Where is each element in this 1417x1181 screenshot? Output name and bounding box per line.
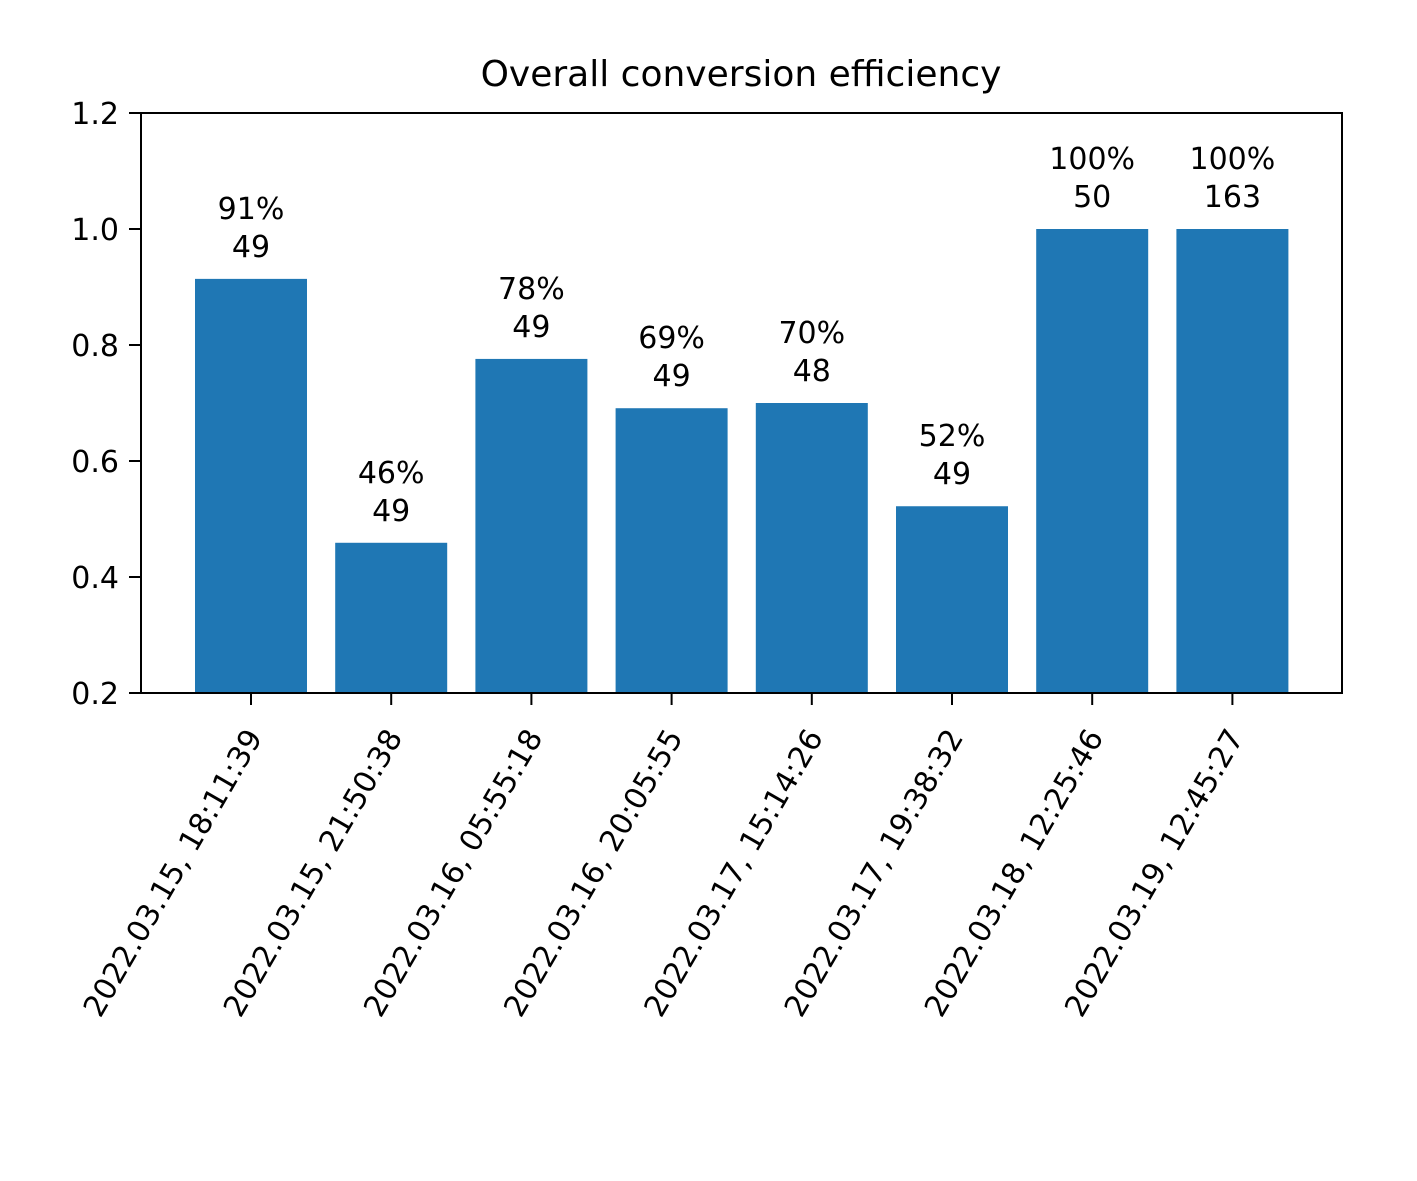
bar-count-label: 163 [1204, 180, 1261, 215]
bar [195, 278, 307, 693]
plot-frame [140, 112, 1343, 694]
bar-count-label: 49 [512, 310, 550, 345]
bar-count-label: 49 [232, 230, 270, 265]
bar-percent-label: 100% [1049, 142, 1135, 177]
bar [1176, 229, 1289, 693]
bar [1036, 229, 1149, 693]
bar-percent-label: 100% [1190, 142, 1276, 177]
y-axis: 0.2 0.4 0.6 0.8 1.0 1.2 [71, 97, 141, 712]
bar-percent-label: 70% [778, 316, 845, 351]
bar-count-label: 49 [933, 457, 971, 492]
y-tick-label: 1.2 [71, 97, 119, 132]
bar-percent-label: 78% [498, 272, 565, 307]
y-tick-label: 0.8 [71, 329, 119, 364]
bar [335, 542, 448, 693]
bar-percent-label: 69% [638, 321, 705, 356]
bar [615, 408, 728, 693]
bar [475, 358, 588, 693]
bar [896, 506, 1008, 693]
bar-count-label: 49 [372, 494, 410, 529]
bar-count-label: 50 [1073, 180, 1111, 215]
bar-percent-label: 52% [919, 419, 986, 454]
bar [755, 403, 868, 693]
y-tick-label: 1.0 [71, 213, 119, 248]
y-tick-label: 0.6 [71, 445, 119, 480]
chart-title: Overall conversion efficiency [481, 54, 1002, 95]
bar-count-label: 48 [793, 354, 831, 389]
y-tick-label: 0.2 [71, 677, 119, 712]
bar-percent-label: 91% [218, 192, 285, 227]
y-tick-label: 0.4 [71, 561, 119, 596]
bar-percent-label: 46% [358, 456, 425, 491]
bars-group [195, 229, 1289, 693]
bar-count-label: 49 [653, 359, 691, 394]
